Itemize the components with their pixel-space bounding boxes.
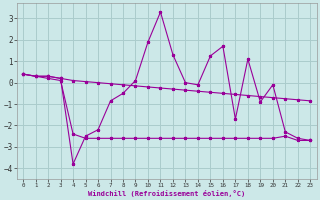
X-axis label: Windchill (Refroidissement éolien,°C): Windchill (Refroidissement éolien,°C) <box>88 190 245 197</box>
